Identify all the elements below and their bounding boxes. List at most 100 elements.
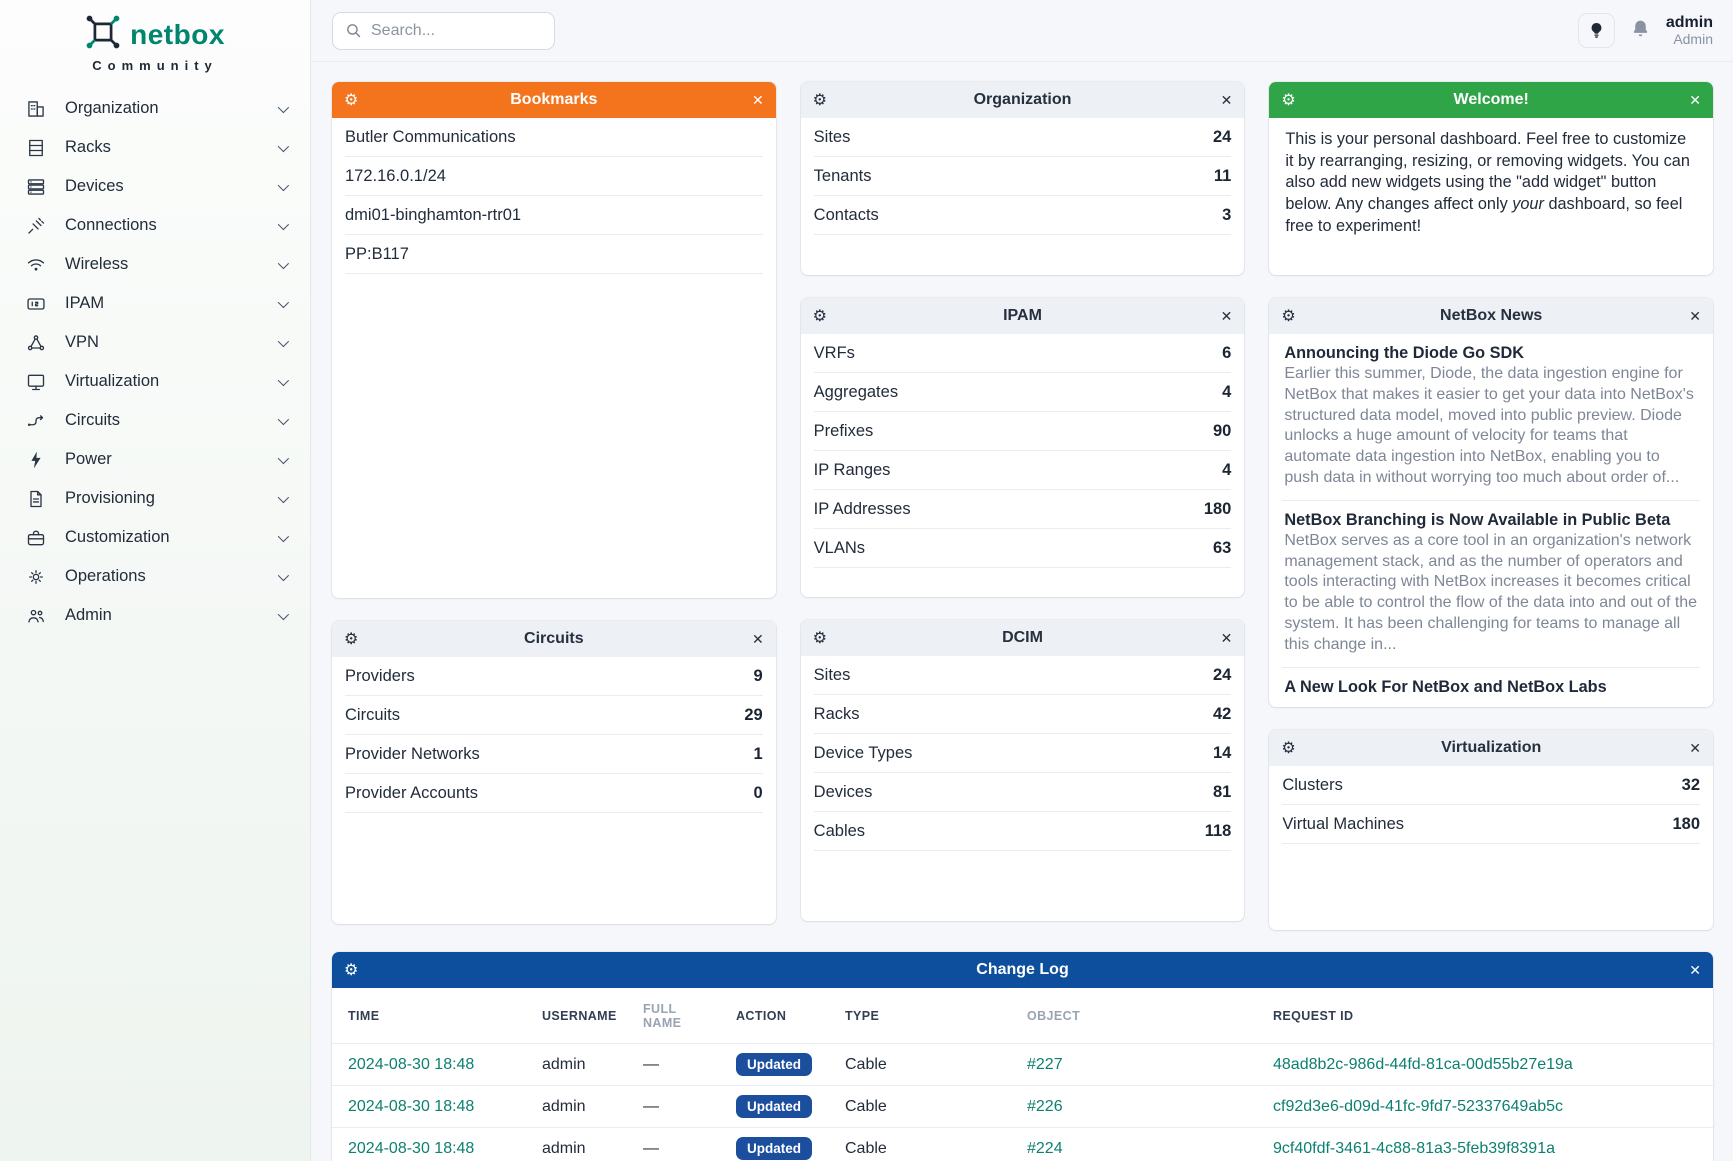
news-headline[interactable]: Announcing the Diode Go SDK [1284,344,1525,362]
change-time-link[interactable]: 2024-08-30 18:48 [348,1055,475,1073]
stat-row[interactable]: Aggregates 4 [813,373,1232,412]
news-item: NetBox Branching is Now Available in Pub… [1282,499,1701,667]
close-icon[interactable]: ✕ [1220,91,1233,108]
stat-row[interactable]: Virtual Machines 180 [1282,805,1701,844]
sidebar-item-admin[interactable]: Admin [0,596,310,635]
stat-row[interactable]: Providers 9 [345,657,763,696]
stat-row[interactable]: VRFs 6 [813,334,1232,373]
stat-row[interactable]: VLANs 63 [813,529,1232,568]
stat-row[interactable]: IP Addresses 180 [813,490,1232,529]
user-menu[interactable]: admin Admin [1666,14,1713,48]
bookmark-item[interactable]: dmi01-binghamton-rtr01 [345,196,763,235]
widget-title: Circuits [524,630,584,647]
request-id-link[interactable]: cf92d3e6-d09d-41fc-9fd7-52337649ab5c [1273,1097,1564,1115]
widget-config-icon[interactable]: ⚙ [344,962,359,979]
column-header-time[interactable]: TIME [332,988,526,1044]
sidebar-item-provisioning[interactable]: Provisioning [0,479,310,518]
sidebar-item-label: Racks [65,138,111,156]
bookmark-item[interactable]: PP:B117 [345,235,763,274]
column-header-username[interactable]: USERNAME [526,988,627,1044]
widget-config-icon[interactable]: ⚙ [812,308,828,325]
close-icon[interactable]: ✕ [1689,91,1702,108]
stat-row[interactable]: Cables 118 [813,812,1232,851]
stat-row[interactable]: Sites 24 [813,118,1232,157]
object-link[interactable]: #227 [1027,1055,1063,1073]
search-box[interactable] [332,11,555,50]
column-header-request-id[interactable]: REQUEST ID [1257,988,1713,1044]
sidebar-item-virtualization[interactable]: Virtualization [0,362,310,401]
close-icon[interactable]: ✕ [751,630,764,647]
close-icon[interactable]: ✕ [1220,307,1233,324]
widget-config-icon[interactable]: ⚙ [1281,92,1296,109]
sidebar-item-label: VPN [65,333,99,351]
close-icon[interactable]: ✕ [1689,307,1702,324]
notifications-bell[interactable] [1630,18,1651,44]
sidebar-nav: Organization Racks Devices Connections W… [0,89,310,635]
chevron-down-icon [277,140,290,152]
brand-name: netbox [130,18,225,50]
news-headline[interactable]: NetBox Branching is Now Available in Pub… [1284,510,1671,529]
request-id-link[interactable]: 9cf40fdf-3461-4c88-81a3-5feb39f8391a [1273,1139,1555,1157]
stat-row[interactable]: Devices 81 [813,773,1232,812]
stat-row[interactable]: Circuits 29 [345,696,763,735]
close-icon[interactable]: ✕ [1689,739,1702,756]
sidebar: netbox Community Organization Racks Devi… [0,0,311,1161]
bookmarks-widget: ⚙ Bookmarks ✕ Butler Communications 172.… [332,82,776,598]
close-icon[interactable]: ✕ [1689,961,1701,978]
change-full-name: — [627,1085,720,1128]
stat-row[interactable]: Clusters 32 [1282,766,1701,805]
widget-title: Bookmarks [510,91,598,108]
sidebar-item-connections[interactable]: Connections [0,206,310,245]
close-icon[interactable]: ✕ [1220,629,1233,646]
circuits-widget: ⚙ Circuits ✕ Providers 9 Circuits 29 Provi… [332,621,776,924]
news-item: Announcing the Diode Go SDK Earlier this… [1282,334,1700,500]
sidebar-item-label: Organization [65,99,159,117]
topbar: admin Admin [311,0,1733,62]
column-header-full-name: FULL NAME [627,988,720,1044]
stat-row[interactable]: IP Ranges 4 [813,451,1232,490]
stat-row[interactable]: Provider Accounts 0 [345,774,763,813]
sidebar-item-wireless[interactable]: Wireless [0,245,310,284]
request-id-link[interactable]: 48ad8b2c-986d-44fd-81ca-00d55b27e19a [1273,1055,1573,1073]
stat-row[interactable]: Racks 42 [813,695,1232,734]
stat-row[interactable]: Provider Networks 1 [345,735,763,774]
widget-config-icon[interactable]: ⚙ [812,92,828,109]
search-input[interactable] [371,21,531,40]
stat-row[interactable]: Prefixes 90 [813,412,1232,451]
sidebar-item-devices[interactable]: Devices [0,167,310,206]
stat-row[interactable]: Tenants 11 [813,157,1232,196]
object-link[interactable]: #224 [1027,1139,1063,1157]
change-time-link[interactable]: 2024-08-30 18:48 [348,1139,475,1157]
sidebar-item-operations[interactable]: Operations [0,557,310,596]
widget-config-icon[interactable]: ⚙ [1281,740,1296,757]
sidebar-item-organization[interactable]: Organization [0,89,310,128]
stat-row[interactable]: Device Types 14 [813,734,1232,773]
welcome-widget: ⚙ Welcome! ✕ This is your personal dashb… [1269,82,1714,275]
sidebar-item-circuits[interactable]: Circuits [0,401,310,440]
change-time-link[interactable]: 2024-08-30 18:48 [348,1097,475,1115]
close-icon[interactable]: ✕ [751,91,764,108]
column-header-type[interactable]: TYPE [829,988,1011,1044]
sidebar-item-ipam[interactable]: IPAM [0,284,310,323]
server-icon [25,176,46,197]
chevron-down-icon [277,218,290,230]
sidebar-item-power[interactable]: Power [0,440,310,479]
theme-toggle-button[interactable] [1577,13,1615,48]
bookmark-item[interactable]: Butler Communications [345,118,763,157]
bookmark-item[interactable]: 172.16.0.1/24 [345,157,763,196]
sidebar-item-vpn[interactable]: VPN [0,323,310,362]
sidebar-item-customization[interactable]: Customization [0,518,310,557]
object-link[interactable]: #226 [1027,1097,1063,1115]
sidebar-item-racks[interactable]: Racks [0,128,310,167]
stat-row[interactable]: Sites 24 [813,656,1232,695]
action-badge: Updated [736,1095,812,1118]
widget-config-icon[interactable]: ⚙ [812,630,828,647]
news-headline[interactable]: A New Look For NetBox and NetBox Labs [1284,677,1607,696]
stat-row[interactable]: Contacts 3 [813,196,1232,235]
brand[interactable]: netbox Community [0,0,310,73]
widget-config-icon[interactable]: ⚙ [344,92,359,109]
sidebar-item-label: Wireless [65,255,129,273]
widget-config-icon[interactable]: ⚙ [344,631,359,648]
widget-config-icon[interactable]: ⚙ [1281,308,1296,325]
column-header-action[interactable]: ACTION [720,988,829,1044]
